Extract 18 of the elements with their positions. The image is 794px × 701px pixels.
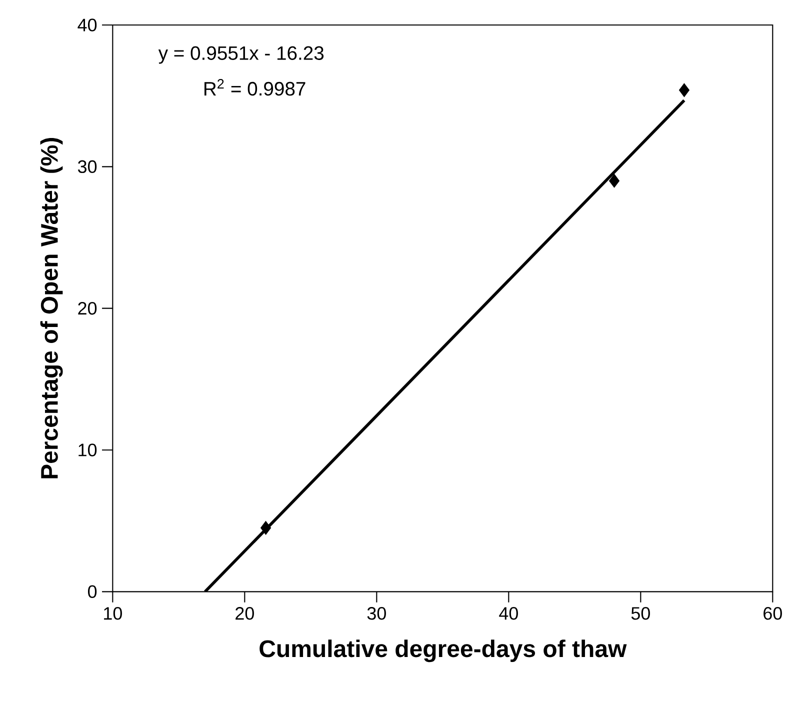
y-tick-label: 30 [78, 160, 97, 174]
x-tick-label: 30 [367, 607, 386, 620]
y-tick-label: 0 [88, 585, 97, 598]
x-tick-label: 20 [236, 607, 254, 620]
point [608, 174, 620, 188]
annotation: y = 0.9551x - 16.23 [158, 46, 324, 64]
y-tick-label: 10 [78, 444, 97, 456]
x-axis-title: Cumulative degree-days of thaw [260, 640, 627, 662]
annotation: R$^{2}$ = 0.9987 [204, 79, 306, 96]
x-tick-label: 40 [499, 607, 518, 620]
point [678, 83, 690, 98]
y-axis-title: Percentage of Open Water (%) [40, 138, 63, 478]
point [260, 520, 272, 535]
y-tick-label: 40 [78, 18, 97, 32]
x-tick-label: 50 [631, 607, 650, 620]
x-tick-label: 10 [104, 607, 122, 620]
x-tick-label: 60 [764, 607, 782, 620]
y-tick-label: 20 [78, 302, 97, 315]
